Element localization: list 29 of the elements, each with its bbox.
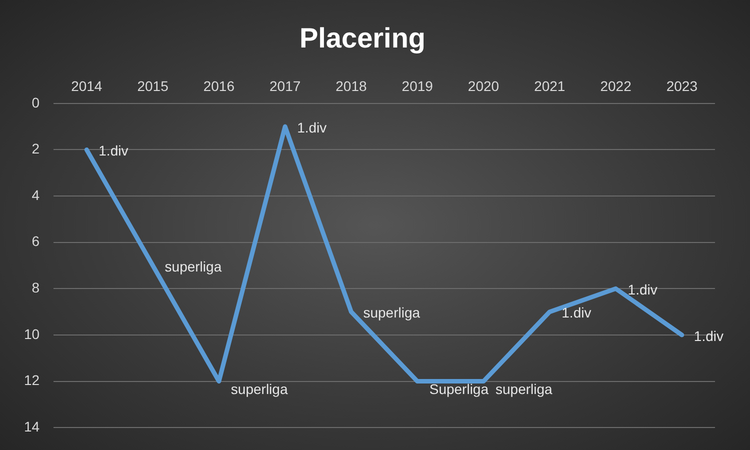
annotation: 1.div [297, 119, 327, 136]
x-tick-label: 2018 [336, 78, 367, 94]
x-tick-label: 2023 [666, 78, 698, 94]
annotation: superliga [496, 381, 553, 398]
y-tick-label: 14 [24, 418, 40, 434]
x-tick-label: 2014 [71, 78, 102, 94]
annotation: superliga [230, 381, 288, 398]
x-tick-label: 2016 [203, 78, 235, 94]
x-tick-label: 2021 [534, 78, 566, 94]
annotation: 1.div [628, 282, 658, 298]
chart-title: Placering [299, 22, 426, 54]
y-tick-label: 4 [32, 186, 40, 203]
annotation: 1.div [694, 328, 724, 344]
annotation: 1.div [98, 142, 128, 159]
annotation: 1.div [562, 304, 592, 321]
y-tick-label: 6 [32, 233, 40, 250]
x-tick-label: 2022 [600, 78, 632, 94]
y-tick-label: 12 [24, 372, 40, 388]
y-tick-label: 10 [24, 326, 40, 342]
y-tick-label: 8 [32, 280, 40, 296]
x-tick-label: 2019 [402, 78, 434, 94]
annotation: superliga [164, 258, 222, 274]
annotation: Superliga [429, 381, 489, 398]
x-tick-label: 2017 [269, 78, 301, 94]
y-tick-label: 0 [32, 94, 40, 110]
x-tick-label: 2015 [137, 78, 169, 94]
annotation: superliga [363, 304, 420, 321]
x-tick-label: 2020 [468, 78, 500, 94]
y-tick-label: 2 [32, 140, 40, 157]
